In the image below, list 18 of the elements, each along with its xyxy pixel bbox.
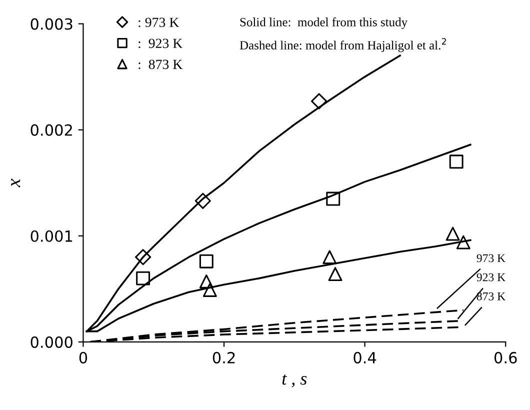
legend-label: : 973 K	[138, 18, 180, 28]
annotation: 873 K	[476, 292, 506, 300]
y-axis-title: x	[11, 178, 20, 188]
x-tick-label: 0.6	[494, 352, 517, 364]
x-axis-title: t , s	[282, 374, 307, 388]
y-tick-label: 0.001	[30, 230, 72, 242]
annotation: 973 K	[476, 254, 506, 262]
legend-label: : 873 K	[138, 60, 183, 70]
annotation: Dashed line: model from Hajaligol et al.$^{2}$	[240, 38, 446, 52]
y-tick-label: 0.003	[30, 18, 72, 30]
x-tick-label: 0	[79, 352, 88, 364]
x-tick-label: 0.2	[212, 352, 235, 364]
legend-label: : 923 K	[138, 38, 183, 48]
annotation: 923 K	[476, 273, 506, 282]
y-tick-label: 0.000	[30, 336, 72, 348]
annotation: Solid line: model from this study	[240, 17, 408, 29]
y-tick-label: 0.002	[30, 124, 72, 136]
x-tick-label: 0.4	[354, 352, 376, 364]
